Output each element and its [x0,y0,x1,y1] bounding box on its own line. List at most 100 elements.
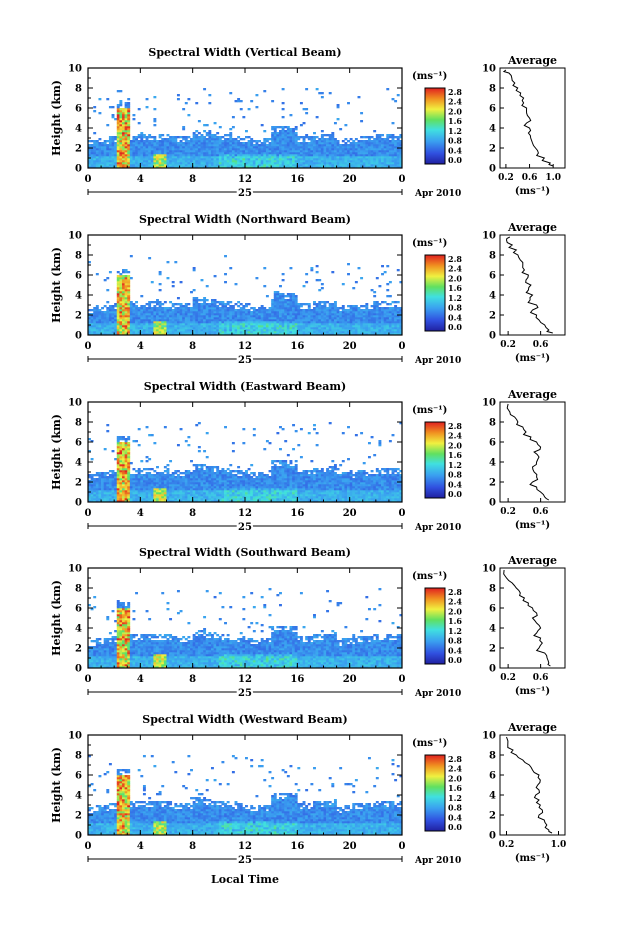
heatmap-cell [103,158,107,161]
heatmap-cell [205,138,209,141]
profile-y-tick-label: 10 [482,231,496,242]
heatmap-cell [229,140,233,143]
heatmap-cell [388,136,392,139]
heatmap-cell [349,331,353,334]
heatmap-cell [148,317,152,320]
heatmap-cell [331,321,335,324]
heatmap-cell [297,311,301,314]
heatmap-cell [396,313,400,316]
heatmap-cell [90,317,94,320]
heatmap-cell [284,305,288,308]
heatmap-cell [140,480,144,483]
heatmap-cell [302,138,306,141]
heatmap-cell [179,323,183,326]
heatmap-cell [163,309,167,312]
heatmap-cell [373,148,377,151]
heatmap-cell [161,313,165,316]
heatmap-cell [122,460,125,463]
heatmap-cell [271,315,275,318]
heatmap-cell [292,130,296,133]
heatmap-cell [153,307,157,310]
heatmap-cell [373,321,377,324]
heatmap-cell [370,166,374,169]
heatmap-cell [294,162,298,165]
heatmap-cell [210,140,214,143]
heatmap-cell [231,116,235,119]
heatmap-cell [268,154,272,157]
heatmap-cell [294,323,298,326]
heatmap-cell [148,434,152,437]
heatmap-cell [90,146,94,149]
heatmap-cell [119,295,123,298]
heatmap-cell [90,333,94,336]
heatmap-cell [166,315,170,318]
heatmap-cell [135,331,139,334]
heatmap-cell [299,166,303,169]
heatmap-cell [344,333,348,336]
heatmap-cell [119,90,123,93]
heatmap-cell [247,144,251,147]
heatmap-cell [352,156,356,159]
heatmap-cell [360,327,364,330]
heatmap-cell [122,452,125,455]
heatmap-cell [205,315,209,318]
heatmap-cell [302,164,306,167]
heatmap-cell [260,162,264,165]
heatmap-cell [88,329,91,332]
heatmap-cell [344,313,348,316]
heatmap-cell [310,140,314,143]
heatmap-cell [281,150,285,153]
heatmap-cell [307,325,311,328]
heatmap-cell [279,146,282,149]
heatmap-cell [273,293,277,296]
heatmap-cell [114,321,118,324]
heatmap-cell [388,321,392,324]
heatmap-cell [116,134,120,137]
heatmap-cell [231,321,235,324]
heatmap-cell [98,319,102,322]
heatmap-cell [273,148,277,151]
heatmap-cell [331,136,335,139]
heatmap-cell [381,134,384,137]
heatmap-cell [263,331,267,334]
heatmap-cell [313,325,316,328]
heatmap-cell [169,319,173,322]
heatmap-cell [239,333,243,336]
heatmap-cell [378,309,382,312]
heatmap-cell [137,428,141,431]
heatmap-cell [231,317,235,320]
heatmap-cell [95,496,99,499]
heatmap-cell [148,498,152,501]
heatmap-cell [114,303,118,306]
heatmap-cell [281,136,285,139]
heatmap-cell [176,470,180,473]
heatmap-cell [357,327,361,330]
heatmap-cell [213,148,217,151]
heatmap-cell [352,287,356,290]
heatmap-cell [114,148,118,151]
heatmap-cell [93,152,97,155]
heatmap-cell [333,138,337,141]
heatmap-cell [370,156,374,159]
heatmap-cell [292,150,296,153]
chart-title: Spectral Width (Eastward Beam) [144,380,346,393]
heatmap-cell [119,142,123,145]
heatmap-cell [116,150,120,153]
heatmap-cell [182,311,186,314]
heatmap-cell [318,305,322,308]
heatmap-cell [124,319,128,322]
heatmap-cell [184,333,188,336]
heatmap-cell [129,480,133,483]
heatmap-cell [153,154,157,157]
heatmap-cell [108,484,112,487]
heatmap-cell [145,321,149,324]
heatmap-cell [286,309,290,312]
heatmap-cell [156,313,159,316]
heatmap-cell [292,160,296,163]
heatmap-cell [166,484,170,487]
heatmap-cell [174,498,178,501]
heatmap-cell [132,468,136,471]
heatmap-cell [116,291,120,294]
heatmap-cell [224,142,227,145]
heatmap-cell [386,319,390,322]
